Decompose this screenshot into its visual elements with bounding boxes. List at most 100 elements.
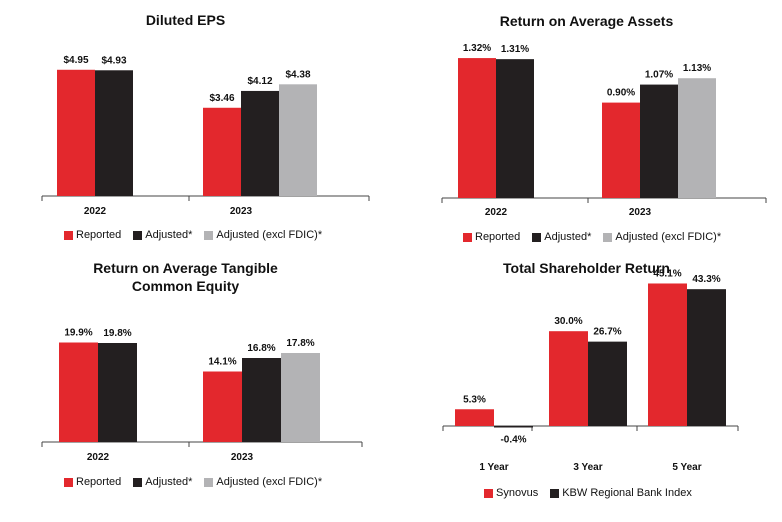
data-label: 5.3% [463, 394, 486, 405]
legend-item-reported: Reported [64, 229, 121, 241]
category-label: 2023 [231, 452, 254, 463]
legend-item-excl-fdic: Adjusted (excl FDIC)* [204, 476, 322, 488]
legend-item-synovus: Synovus [484, 487, 538, 499]
legend-swatch-reported [64, 477, 73, 487]
category-label: 1 Year [479, 462, 508, 473]
data-label: 16.8% [247, 343, 275, 354]
legend-tsr: Synovus KBW Regional Bank Index [484, 487, 704, 499]
legend-swatch-excl-fdic [204, 477, 214, 487]
legend-item-adjusted: Adjusted* [532, 231, 591, 243]
data-label: 1.31% [501, 44, 529, 55]
category-label: 5 Year [672, 462, 701, 473]
bar-rotce-2023-series-1 [242, 358, 281, 442]
bar-roaa-2023-series-0 [602, 102, 640, 198]
data-label: $4.38 [285, 69, 310, 80]
bar-tsr-5-year-series-0 [648, 283, 687, 426]
bar-eps-2022-series-1 [95, 70, 133, 196]
bar-rotce-2022-series-1 [98, 343, 137, 442]
data-label: 1.13% [683, 63, 711, 74]
legend-swatch-reported [463, 232, 472, 242]
bar-tsr-1-year-series-0 [455, 409, 494, 426]
category-label: 2023 [230, 206, 253, 217]
bar-tsr-3-year-series-0 [549, 331, 588, 426]
data-label: $3.46 [209, 93, 234, 104]
data-label: 30.0% [554, 316, 582, 327]
legend-item-excl-fdic: Adjusted (excl FDIC)* [204, 229, 322, 241]
chart-title-rotce-line1: Return on Average Tangible [93, 260, 278, 276]
bar-roaa-2022-series-0 [458, 58, 496, 198]
bar-eps-2023-series-0 [203, 107, 241, 196]
bar-roaa-2022-series-1 [496, 59, 534, 198]
data-label: 0.90% [607, 88, 635, 99]
chart-panel-eps: Diluted EPS $4.95 $4.93 2022 $3.46 $4.12 $4.3… [0, 0, 391, 261]
bar-eps-2023-series-1 [241, 90, 279, 196]
chart-panel-tsr: Total Shareholder Return 5.3% -0.4% 1 Year… [391, 260, 782, 522]
legend-item-excl-fdic: Adjusted (excl FDIC)* [603, 231, 721, 243]
data-label: 43.3% [692, 274, 720, 285]
data-label: 45.1% [653, 268, 681, 279]
bar-rotce-2023-series-2 [281, 353, 320, 442]
legend-item-kbw: KBW Regional Bank Index [550, 487, 692, 499]
legend-item-reported: Reported [64, 476, 121, 488]
bar-rotce-2022-series-0 [59, 342, 98, 442]
legend-eps: Reported Adjusted* Adjusted (excl FDIC)* [64, 229, 334, 241]
bar-rotce-2023-series-0 [203, 371, 242, 442]
legend-swatch-excl-fdic [204, 230, 214, 240]
category-label: 2022 [87, 452, 110, 463]
legend-label-excl-fdic: Adjusted (excl FDIC)* [216, 476, 323, 488]
chart-title-roaa: Return on Average Assets [499, 13, 674, 29]
legend-label-kbw: KBW Regional Bank Index [562, 487, 692, 499]
legend-label-reported: Reported [76, 476, 122, 488]
legend-swatch-synovus [484, 488, 493, 498]
legend-swatch-kbw [550, 488, 560, 498]
legend-label-adjusted: Adjusted* [145, 229, 193, 241]
data-label: $4.93 [101, 55, 126, 66]
legend-item-adjusted: Adjusted* [133, 476, 192, 488]
category-label: 2023 [629, 207, 652, 218]
data-label: -0.4% [500, 434, 526, 445]
legend-label-excl-fdic: Adjusted (excl FDIC)* [615, 231, 722, 243]
bar-roaa-2023-series-2 [678, 78, 716, 198]
chart-plot-roaa: 1.32% 1.31% 2022 0.90% 1.07% 1.13% 2023 [441, 43, 767, 218]
chart-title-tsr: Total Shareholder Return [503, 260, 670, 276]
legend-swatch-adjusted [133, 477, 143, 487]
legend-label-adjusted: Adjusted* [544, 231, 592, 243]
category-label: 3 Year [573, 462, 602, 473]
data-label: 26.7% [593, 327, 621, 338]
data-label: 17.8% [286, 338, 314, 349]
bar-tsr-1-year-series-1 [494, 426, 533, 428]
bar-eps-2022-series-0 [57, 69, 95, 196]
legend-roaa: Reported Adjusted* Adjusted (excl FDIC)* [463, 231, 733, 243]
chart-title-rotce-line2: Common Equity [131, 278, 240, 294]
legend-label-adjusted: Adjusted* [145, 476, 193, 488]
data-label: $4.12 [247, 76, 272, 87]
legend-swatch-excl-fdic [603, 232, 613, 242]
bar-roaa-2023-series-1 [640, 84, 678, 198]
legend-label-reported: Reported [76, 229, 122, 241]
legend-item-reported: Reported [463, 231, 520, 243]
chart-plot-rotce: 19.9% 19.8% 2022 14.1% 16.8% 17.8% 2023 [41, 328, 363, 463]
data-label: 19.8% [103, 328, 131, 339]
chart-panel-roaa: Return on Average Assets 1.32% 1.31% 2022 0… [391, 0, 782, 261]
chart-plot-eps: $4.95 $4.93 2022 $3.46 $4.12 $4.38 2023 [41, 55, 370, 217]
data-label: 19.9% [64, 328, 92, 339]
data-label: 14.1% [208, 357, 236, 368]
chart-plot-tsr: 5.3% -0.4% 1 Year 30.0% 26.7% 3 Year 45.1% 43.3… [442, 268, 739, 473]
legend-label-reported: Reported [475, 231, 521, 243]
category-label: 2022 [485, 207, 508, 218]
legend-swatch-adjusted [532, 232, 542, 242]
legend-rotce: Reported Adjusted* Adjusted (excl FDIC)* [64, 476, 334, 488]
data-label: 1.07% [645, 70, 673, 81]
legend-item-adjusted: Adjusted* [133, 229, 192, 241]
bar-tsr-3-year-series-1 [588, 341, 627, 426]
category-label: 2022 [84, 206, 107, 217]
data-label: $4.95 [63, 55, 88, 66]
legend-label-excl-fdic: Adjusted (excl FDIC)* [216, 229, 323, 241]
bar-eps-2023-series-2 [279, 84, 317, 196]
legend-label-synovus: Synovus [496, 487, 539, 499]
chart-title-eps: Diluted EPS [145, 12, 226, 28]
legend-swatch-adjusted [133, 230, 143, 240]
data-label: 1.32% [463, 43, 491, 54]
chart-panel-rotce: Return on Average Tangible Common Equity… [0, 260, 391, 522]
legend-swatch-reported [64, 230, 73, 240]
